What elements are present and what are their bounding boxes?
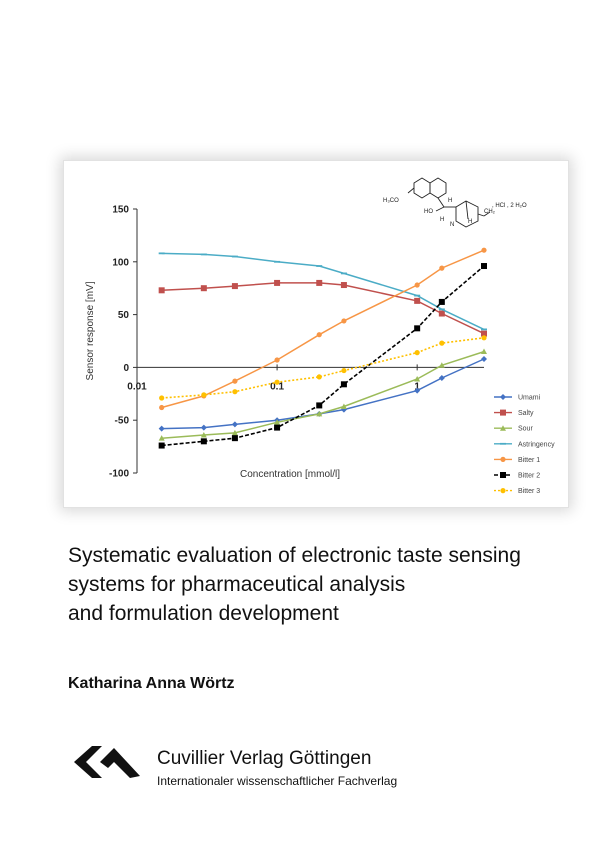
data-point-bitter-2: [340, 381, 347, 388]
author-name: Katharina Anna Wörtz: [68, 675, 235, 692]
data-point-bitter-1: [159, 404, 165, 411]
x-tick-label: 1: [414, 381, 420, 392]
data-point-bitter-2: [316, 402, 323, 409]
molecule-label-h-right: H: [468, 219, 472, 225]
data-point-bitter-3: [316, 374, 322, 380]
data-point-bitter-2: [481, 263, 487, 270]
data-point-bitter-2: [158, 442, 165, 449]
series-line-astringency: [161, 252, 485, 331]
data-point-sour: [316, 410, 323, 417]
series-line-salty: [161, 282, 485, 335]
data-point-umami: [158, 425, 165, 432]
data-point-salty: [414, 297, 421, 304]
data-point-bitter-1: [341, 318, 347, 324]
legend-marker-salty: [500, 409, 506, 416]
book-title-line: Systematic evaluation of electronic tast…: [68, 544, 521, 567]
data-point-sour: [158, 435, 165, 441]
data-point-bitter-3: [201, 392, 207, 398]
data-point-bitter-1: [316, 332, 322, 338]
cover-figure: H₃CO HO H H H N CH₂ , HCl , 2 H₂O 150 100…: [64, 161, 568, 507]
molecule-label-nitrogen: N: [450, 222, 454, 228]
book-title-line: and formulation development: [68, 602, 339, 625]
data-point-umami: [231, 421, 238, 428]
data-point-bitter-2: [438, 298, 445, 305]
legend-label-salty: Salty: [518, 410, 534, 417]
series-line-bitter-1: [161, 249, 485, 409]
data-point-salty: [316, 279, 323, 286]
data-point-bitter-2: [274, 424, 281, 431]
legend-label-bitter-2: Bitter 2: [518, 473, 540, 480]
y-tick-label: 150: [112, 205, 129, 216]
data-point-bitter-1: [439, 265, 445, 271]
data-point-bitter-3: [159, 395, 165, 401]
data-point-umami: [200, 424, 207, 431]
data-point-bitter-2: [200, 438, 207, 445]
legend-marker-sour: [500, 425, 506, 431]
legend-marker-bitter-3: [500, 488, 506, 494]
data-point-bitter-3: [481, 335, 487, 341]
data-point-sour: [414, 376, 421, 382]
y-axis-title: Sensor response [mV]: [85, 281, 96, 380]
y-tick-label: 0: [123, 363, 129, 374]
molecule-structure-icon: [407, 177, 491, 228]
series-line-bitter-3: [161, 337, 485, 399]
y-tick-label: 50: [118, 310, 130, 321]
legend-label-bitter-1: Bitter 1: [518, 457, 540, 464]
data-point-salty: [481, 330, 487, 337]
y-tick-label: -50: [115, 416, 130, 427]
molecule-label-hydroxyl: HO: [424, 209, 433, 215]
series-line-bitter-2: [161, 265, 485, 447]
y-tick-label: -100: [109, 469, 129, 480]
legend-label-bitter-3: Bitter 3: [518, 488, 540, 495]
publisher-tagline: Internationaler wissenschaftlicher Fachv…: [157, 774, 398, 788]
publisher-name: Cuvillier Verlag Göttingen: [157, 748, 372, 769]
x-axis-title: Concentration [mmol/l]: [240, 469, 340, 480]
molecule-label-salt: , HCl , 2 H₂O: [492, 203, 527, 209]
cuvillier-logo-icon: [74, 746, 140, 778]
legend-marker-bitter-1: [500, 456, 506, 462]
data-point-sour: [438, 362, 445, 368]
legend-label-umami: Umami: [518, 395, 541, 402]
data-point-bitter-1: [232, 378, 238, 384]
data-point-umami: [414, 387, 421, 394]
molecule-label-methoxy: H₃CO: [383, 198, 399, 204]
x-tick-label: 0.01: [127, 381, 147, 392]
data-point-salty: [158, 287, 165, 294]
data-point-sour: [481, 348, 487, 355]
data-point-salty: [340, 282, 347, 289]
x-tick-label: 0.1: [270, 381, 284, 392]
legend-marker-bitter-2: [500, 472, 506, 478]
data-point-sour: [231, 429, 238, 436]
book-title: Systematic evaluation of electronic tast…: [68, 541, 568, 628]
data-point-bitter-1: [481, 247, 487, 253]
sensor-response-chart: H₃CO HO H H H N CH₂ , HCl , 2 H₂O 150100…: [85, 177, 555, 495]
data-point-sour: [274, 419, 281, 425]
book-title-line: systems for pharmaceutical analysis: [68, 573, 406, 596]
y-tick-label: 100: [112, 257, 129, 268]
legend-label-astringency: Astringency: [518, 441, 555, 448]
data-point-bitter-2: [414, 325, 421, 332]
data-point-bitter-2: [231, 435, 238, 442]
legend-marker-umami: [500, 394, 506, 400]
data-point-umami: [438, 374, 445, 381]
data-point-bitter-1: [414, 282, 420, 288]
data-point-bitter-3: [232, 389, 238, 395]
legend-label-sour: Sour: [518, 426, 533, 433]
data-point-salty: [200, 285, 207, 292]
data-point-umami: [481, 355, 487, 362]
data-point-bitter-3: [414, 350, 420, 356]
data-point-sour: [340, 403, 347, 409]
molecule-label-h-left: H: [440, 217, 444, 223]
molecule-label-h-top: H: [448, 198, 452, 204]
data-point-bitter-3: [439, 340, 445, 346]
data-point-sour: [200, 431, 207, 438]
data-point-salty: [274, 279, 281, 286]
data-point-bitter-3: [341, 367, 347, 374]
molecule-label-vinyl: CH₂: [484, 209, 496, 215]
data-point-bitter-3: [274, 379, 280, 385]
data-point-bitter-1: [274, 357, 280, 363]
data-point-salty: [231, 283, 238, 290]
data-point-salty: [438, 310, 445, 317]
